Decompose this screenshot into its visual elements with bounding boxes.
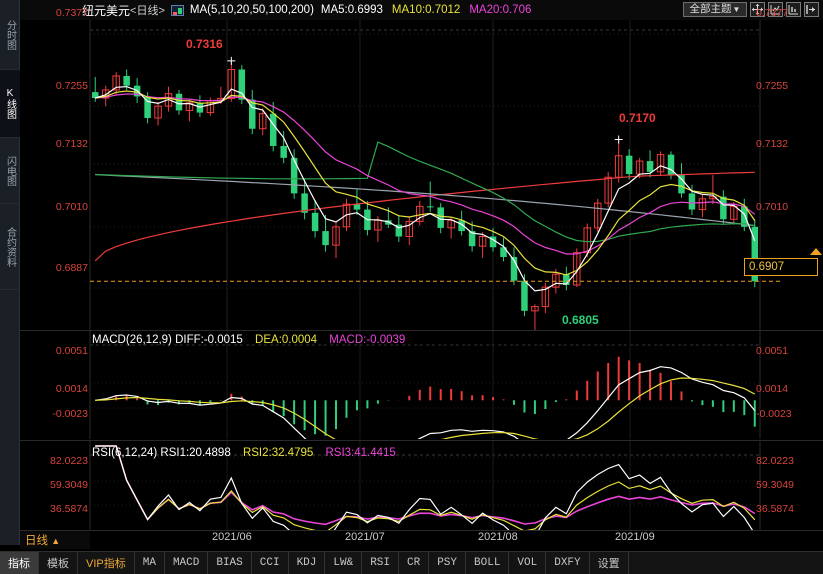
- period-selector-label: 日线: [25, 535, 48, 547]
- toolbar-item-vip-[interactable]: VIP指标: [78, 552, 135, 574]
- axis-tick-label: 0.7255: [756, 80, 789, 92]
- macd-title-text: MACD(26,12,9) DIFF:-0.0015: [92, 334, 243, 346]
- rsi3-value: RSI3:41.4415: [325, 447, 396, 459]
- ma20-value: MA20:0.706: [469, 4, 532, 16]
- high-price-label: 0.7316: [186, 37, 223, 51]
- axis-tick-label: 0.0051: [756, 345, 789, 357]
- chart-expand-icon[interactable]: [804, 2, 819, 17]
- toolbar-item-macd[interactable]: MACD: [165, 552, 209, 574]
- toolbar-item-bias[interactable]: BIAS: [208, 552, 252, 574]
- toolbar-item-psy[interactable]: PSY: [429, 552, 467, 574]
- sidebar-item-label: K线图: [4, 88, 16, 119]
- toolbar-item--[interactable]: 设置: [590, 552, 629, 574]
- axis-tick-label: 0.7377: [756, 7, 789, 19]
- chevron-down-icon: ▼: [732, 5, 741, 14]
- ma10-value: MA10:0.7012: [391, 4, 461, 16]
- sidebar-item-label: 闪电图: [4, 155, 16, 186]
- ma5-value: MA5:0.6993: [320, 4, 383, 16]
- toolbar-item--[interactable]: 模板: [39, 552, 78, 574]
- axis-tick-label: 0.0014: [55, 383, 88, 395]
- date-tick-label: 2021/09: [615, 531, 655, 543]
- crosshair-move-icon[interactable]: [750, 2, 765, 17]
- axis-tick-label: 59.3049: [756, 479, 794, 491]
- price-panel: [20, 20, 823, 341]
- macd-macd-value: MACD:-0.0039: [329, 334, 406, 346]
- toolbar-item--[interactable]: 指标: [0, 552, 39, 574]
- axis-tick-label: 0.7377: [55, 7, 88, 19]
- toolbar-item-ma[interactable]: MA: [135, 552, 165, 574]
- axis-tick-label: 0.0014: [756, 383, 789, 395]
- date-tick-label: 2021/06: [212, 531, 252, 543]
- date-axis: 2021/06 2021/07 2021/08 2021/09: [20, 531, 823, 546]
- axis-tick-label: 59.3049: [50, 479, 88, 491]
- toolbar-item-kdj[interactable]: KDJ: [289, 552, 326, 574]
- sidebar-item-label: 合约资料: [4, 226, 16, 267]
- axis-tick-label: 0.7255: [55, 80, 88, 92]
- axis-tick-label: 82.0223: [756, 455, 794, 467]
- symbol-name: 纽元美元: [82, 3, 131, 18]
- axis-tick-label: 36.5874: [756, 503, 794, 515]
- panel-divider: [20, 330, 823, 331]
- axis-tick-label: 0.6887: [55, 262, 88, 274]
- toolbar-item-dxfy[interactable]: DXFY: [546, 552, 590, 574]
- toolbar-item-lw-[interactable]: LW&: [325, 552, 363, 574]
- panel-divider: [20, 530, 823, 531]
- axis-tick-label: 0.7010: [55, 201, 88, 213]
- date-tick-label: 2021/07: [345, 531, 385, 543]
- sidebar-item-lightning[interactable]: 闪电图: [0, 138, 20, 204]
- sidebar-item-contract-info[interactable]: 合约资料: [0, 204, 20, 290]
- bottom-toolbar: 指标 模板 VIP指标 MA MACD BIAS CCI KDJ LW& RSI CR PSY BOLL…: [0, 551, 823, 574]
- left-sidebar: 分时图 K线图 闪电图 合约资料: [0, 0, 20, 545]
- macd-chart-svg[interactable]: [20, 331, 823, 459]
- toolbar-item-rsi[interactable]: RSI: [362, 552, 399, 574]
- period-selector-button[interactable]: 日线 ▲: [25, 532, 60, 548]
- ma-params-label: MA(5,10,20,50,100,200): [189, 4, 314, 16]
- theme-select[interactable]: 全部主题 ▼: [683, 2, 747, 17]
- price-chart-svg[interactable]: [20, 20, 823, 341]
- sidebar-item-timeshare[interactable]: 分时图: [0, 0, 20, 70]
- candlestick-icon: [170, 4, 184, 16]
- sidebar-item-label: 分时图: [4, 19, 16, 50]
- macd-dea-value: DEA:0.0004: [255, 334, 318, 346]
- header-tools: 全部主题 ▼: [683, 2, 819, 17]
- chart-shift-icon[interactable]: [786, 2, 801, 17]
- axis-tick-label: 0.7132: [55, 138, 88, 150]
- axis-tick-label: 0.7132: [756, 138, 789, 150]
- axis-tick-label: -0.0023: [756, 408, 792, 420]
- toolbar-item-boll[interactable]: BOLL: [466, 552, 510, 574]
- low-price-label: 0.6805: [562, 313, 599, 327]
- rsi2-value: RSI2:32.4795: [242, 447, 314, 459]
- period-bar: [20, 531, 90, 549]
- rsi-chart-svg[interactable]: [20, 441, 823, 544]
- axis-tick-label: 0.7010: [756, 201, 789, 213]
- rsi-title: RSI(6,12,24) RSI1:20.4898 RSI2:32.4795 R…: [92, 447, 396, 459]
- rsi-panel: [20, 441, 823, 544]
- rsi-title-text: RSI(6,12,24) RSI1:20.4898: [92, 447, 231, 459]
- axis-tick-label: 0.0051: [55, 345, 88, 357]
- chart-header: 纽元美元 <日线> MA(5,10,20,50,100,200) MA5:0.6…: [20, 0, 823, 20]
- macd-panel: [20, 331, 823, 459]
- toolbar-item-cr[interactable]: CR: [399, 552, 430, 574]
- theme-select-label: 全部主题: [689, 3, 732, 15]
- date-tick-label: 2021/08: [478, 531, 518, 543]
- axis-tick-label: 82.0223: [50, 455, 88, 467]
- chart-scale-icon[interactable]: [768, 2, 783, 17]
- macd-title: MACD(26,12,9) DIFF:-0.0015 DEA:0.0004 MA…: [92, 334, 405, 346]
- current-price-arrow-icon: [810, 248, 822, 255]
- toolbar-item-vol[interactable]: VOL: [509, 552, 547, 574]
- axis-tick-label: 36.5874: [50, 503, 88, 515]
- current-price-tag: 0.6907: [744, 258, 818, 276]
- triangle-up-icon: ▲: [51, 536, 61, 546]
- axis-tick-label: -0.0023: [52, 408, 88, 420]
- sidebar-item-kline[interactable]: K线图: [0, 70, 20, 138]
- high-price-label-2: 0.7170: [619, 111, 656, 125]
- period-label: <日线>: [130, 5, 165, 17]
- toolbar-filler: [629, 552, 823, 574]
- panel-divider: [20, 440, 823, 441]
- toolbar-item-cci[interactable]: CCI: [252, 552, 289, 574]
